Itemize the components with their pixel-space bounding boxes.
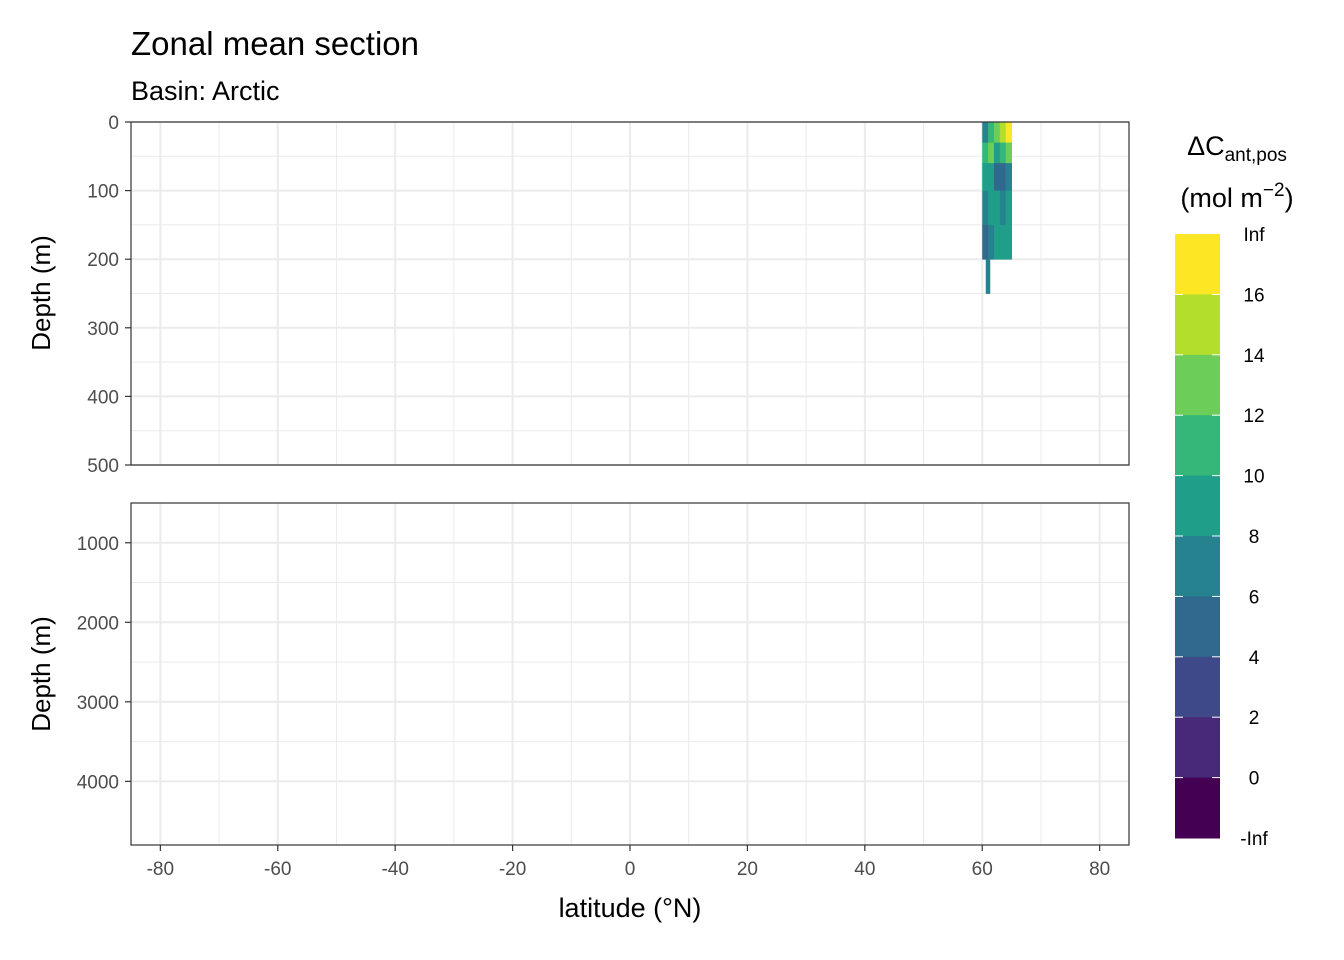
x-tick-label: 40 [854,859,875,880]
legend-break-label: 6 [1249,587,1260,608]
heatmap-cell [993,224,1001,260]
heatmap-cell [988,122,995,143]
heatmap-cell [982,224,989,260]
y-tick-label: 400 [87,387,119,408]
heatmap-cell [1005,163,1012,191]
panel-upper: 0 100 200 300 400 500 Depth (m) [26,113,1130,477]
y-tick-label: 1000 [77,534,119,555]
legend-unit-sup: −2 [1263,180,1285,201]
y-tick-label: 3000 [77,693,119,714]
x-tick-label: 60 [972,859,993,880]
x-tick-label: -60 [264,859,291,880]
y-axis-label-lower: Depth (m) [26,616,56,732]
y-tick-label: 0 [108,113,119,134]
legend-colorbar: Inf 16 14 12 10 8 6 4 2 0 -Inf [1175,225,1268,850]
heatmap-cell [982,190,989,226]
legend-break-label: -Inf [1240,829,1268,850]
legend-swatch [1175,294,1220,356]
legend-swatch [1175,475,1220,537]
x-tick-label: -20 [499,859,526,880]
legend-break-label: 8 [1249,527,1260,548]
y-tick-label: 300 [87,319,119,340]
legend-unit-close: ) [1285,183,1294,213]
x-tick-label: 80 [1089,859,1110,880]
legend-title-main: ΔC [1187,131,1225,161]
heatmap-cell [988,142,995,164]
x-axis: -80 -60 -40 -20 0 20 40 60 80 [147,845,1110,880]
heatmap-cell [999,163,1007,191]
heatmap-cell [1005,190,1012,226]
legend-swatch [1175,596,1220,658]
heatmap-cell [985,259,991,294]
heatmap-cell [993,190,1001,226]
legend-title: ΔCant,pos [1187,131,1287,166]
chart-subtitle: Basin: Arctic [131,76,280,106]
x-tick-label: 0 [625,859,636,880]
heatmap-cell [1005,142,1012,164]
legend-unit-main: (mol m [1180,183,1263,213]
legend-break-label: 0 [1249,769,1260,790]
y-tick-label: 4000 [77,772,119,793]
y-axis-lower: 1000 2000 3000 4000 [77,534,131,793]
legend-swatch [1175,415,1220,477]
y-tick-label: 200 [87,250,119,271]
heatmap-cell [982,122,989,143]
heatmap-cell [993,122,1001,143]
legend-break-label: 14 [1243,346,1265,367]
y-axis-label-upper: Depth (m) [26,235,56,351]
legend-break-label: 10 [1243,467,1264,488]
heatmap-cell [993,163,1001,191]
heatmap-cell [999,190,1007,226]
legend-swatch [1175,656,1220,718]
legend-swatch [1175,717,1220,779]
heatmap-cell [999,224,1007,260]
legend-break-label: 12 [1243,406,1264,427]
heatmap-cell [982,163,989,191]
legend-swatch [1175,354,1220,416]
heatmap-cell [1005,224,1012,260]
y-tick-label: 500 [87,456,119,477]
x-tick-label: -40 [381,859,408,880]
chart-title: Zonal mean section [131,25,419,62]
heatmap-cells-upper [982,122,1012,294]
legend-swatch [1175,777,1220,839]
heatmap-cell [988,163,995,191]
heatmap-cell [988,190,995,226]
panel-lower: 1000 2000 3000 4000 Depth (m) [26,502,1130,846]
heatmap-cell [999,142,1007,164]
legend-title-sub: ant,pos [1225,145,1287,166]
x-tick-label: 20 [737,859,758,880]
legend-swatch [1175,234,1220,295]
x-tick-label: -80 [147,859,174,880]
grid-lower [131,503,1129,845]
panel-upper-border [130,121,1130,466]
y-axis-upper: 0 100 200 300 400 500 [87,113,131,477]
legend: ΔCant,pos (mol m−2) Inf 16 14 12 10 8 6 4 2 0 -Inf [1175,131,1294,850]
heatmap-cell [993,142,1001,164]
legend-break-label: Inf [1243,225,1265,246]
y-tick-label: 100 [87,182,119,203]
heatmap-cell [1005,122,1012,143]
heatmap-cell [988,224,995,260]
legend-break-label: 2 [1249,708,1260,729]
y-tick-label: 2000 [77,613,119,634]
legend-swatch [1175,536,1220,597]
legend-break-label: 4 [1249,648,1260,669]
legend-unit: (mol m−2) [1180,180,1293,213]
heatmap-cell [999,122,1007,143]
x-axis-label: latitude (°N) [559,893,702,923]
heatmap-cell [982,142,989,164]
legend-break-label: 16 [1243,285,1264,306]
